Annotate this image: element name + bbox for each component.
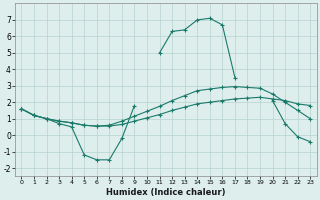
X-axis label: Humidex (Indice chaleur): Humidex (Indice chaleur) [106, 188, 226, 197]
